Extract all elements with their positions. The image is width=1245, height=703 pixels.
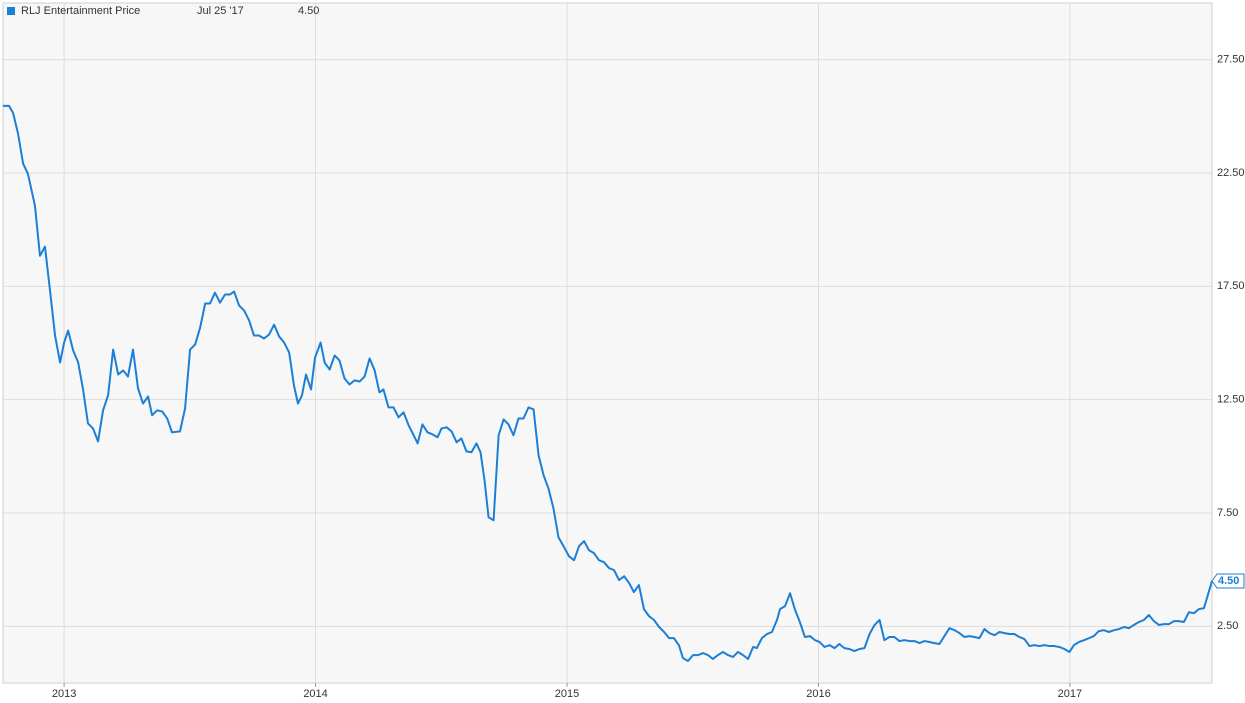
legend-date: Jul 25 '17	[197, 5, 244, 17]
legend-name: RLJ Entertainment Price	[21, 5, 140, 17]
plot-area	[2, 2, 1213, 684]
y-tick-label: 17.50	[1217, 280, 1245, 292]
x-tick-label: 2017	[1058, 688, 1082, 700]
y-tick-label: 2.50	[1217, 620, 1238, 632]
y-tick-label: 12.50	[1217, 394, 1245, 406]
x-tick-label: 2015	[555, 688, 579, 700]
x-tick-label: 2014	[303, 688, 327, 700]
y-tick-label: 7.50	[1217, 507, 1238, 519]
last-value-badge	[1211, 573, 1245, 589]
y-tick-label: 27.50	[1217, 54, 1245, 66]
legend-swatch	[7, 7, 15, 15]
x-tick-label: 2013	[52, 688, 76, 700]
price-line	[3, 104, 1213, 663]
y-tick-label: 22.50	[1217, 167, 1245, 179]
x-tick-label: 2016	[806, 688, 830, 700]
last-value-label: 4.50	[1218, 575, 1239, 587]
legend-value: 4.50	[298, 5, 319, 17]
